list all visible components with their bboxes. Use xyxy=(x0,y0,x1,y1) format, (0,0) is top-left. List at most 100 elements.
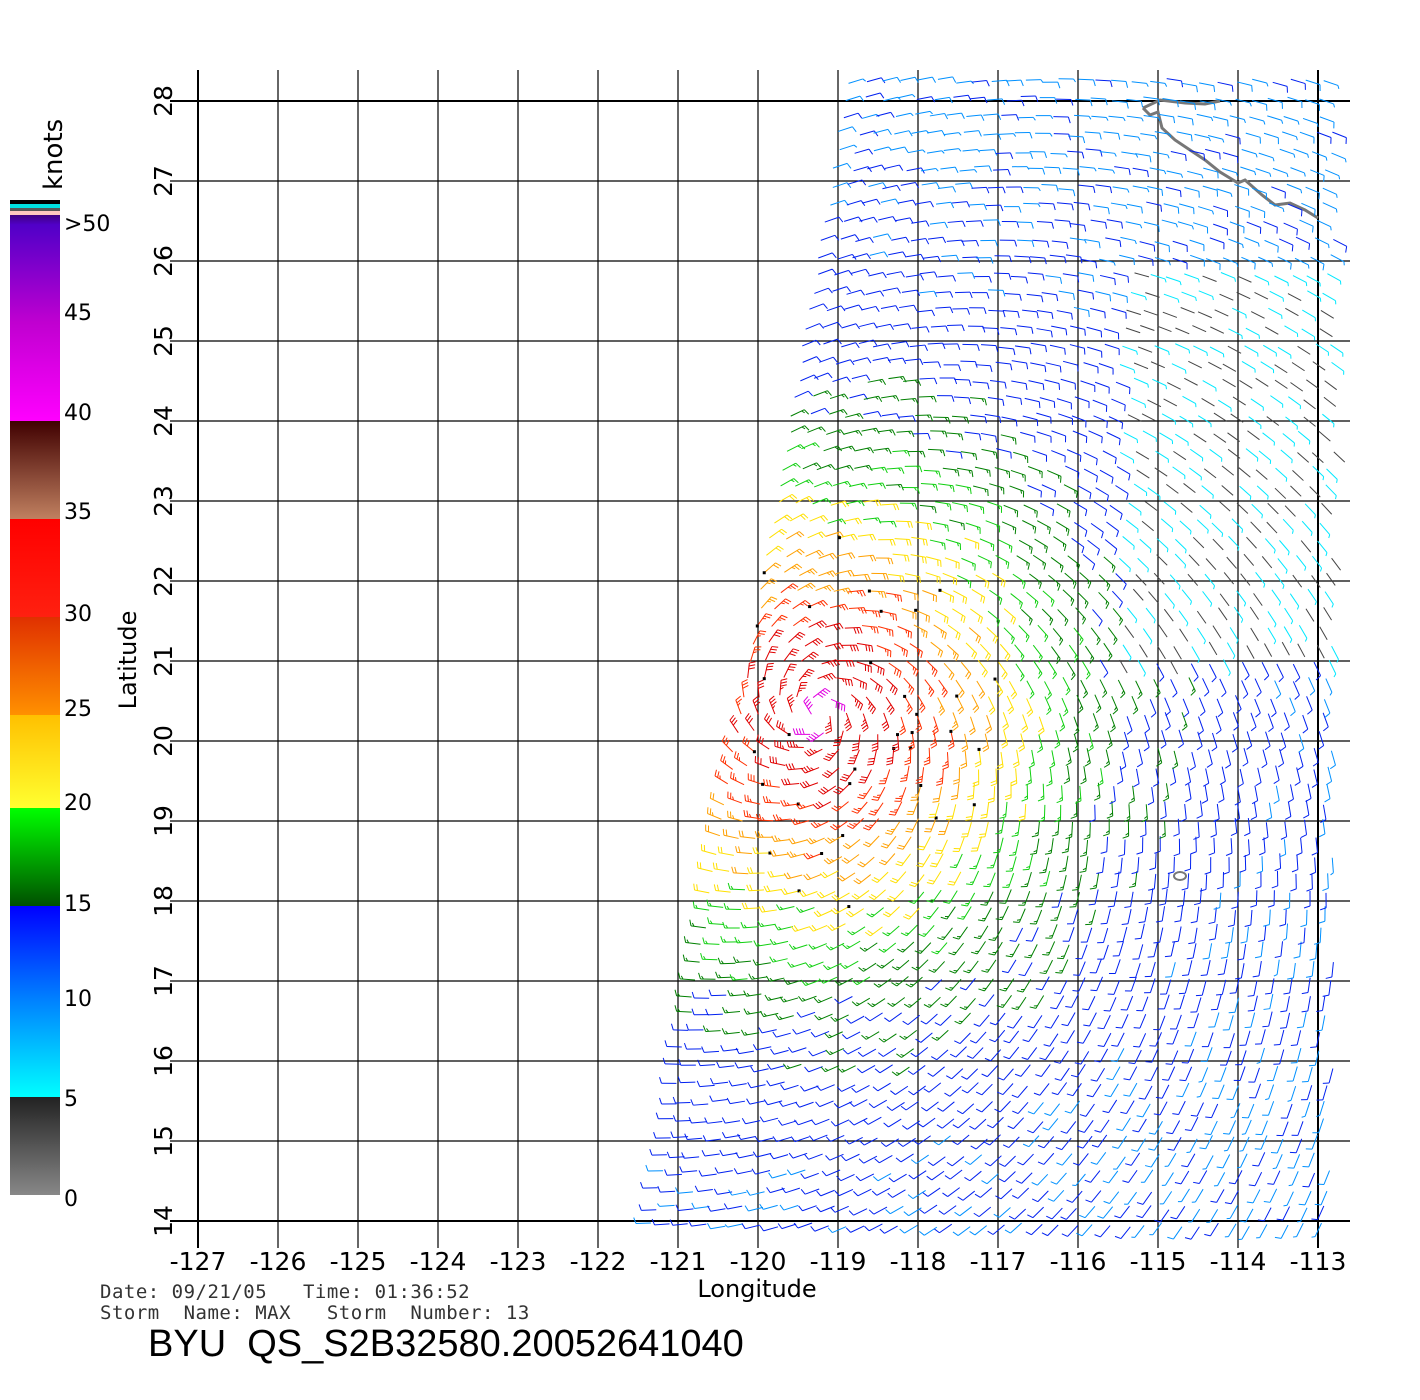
wind-barb xyxy=(918,395,937,403)
wind-barb xyxy=(1294,257,1310,269)
wind-barb xyxy=(1240,573,1251,586)
wind-barb xyxy=(1120,751,1127,771)
wind-barb xyxy=(1095,79,1113,88)
wind-barb xyxy=(735,1152,754,1159)
wind-barb xyxy=(837,533,858,541)
wind-barb xyxy=(1131,81,1149,87)
wind-barb xyxy=(1143,221,1160,232)
wind-barb xyxy=(934,1223,953,1234)
wind-barb xyxy=(1148,591,1159,604)
wind-barb xyxy=(935,306,954,314)
wind-barb xyxy=(1158,994,1170,1010)
wind-barb xyxy=(737,1133,756,1140)
wind-barb xyxy=(1276,1206,1291,1221)
wind-barb xyxy=(1170,151,1187,162)
wind-barb xyxy=(926,870,942,885)
wind-barb xyxy=(1123,134,1141,141)
wind-barb xyxy=(932,521,949,532)
wind-barb xyxy=(1272,1154,1283,1170)
wind-barb xyxy=(1325,678,1333,696)
wind-barb xyxy=(900,398,919,405)
wind-barb xyxy=(1106,730,1113,750)
wind-barb xyxy=(1263,1188,1278,1203)
wind-barb xyxy=(1134,923,1145,940)
wind-barb xyxy=(936,768,944,786)
wind-barb xyxy=(969,307,987,315)
wind-barb xyxy=(1201,485,1214,499)
wind-barb xyxy=(851,734,861,752)
wind-barb xyxy=(1022,1029,1038,1043)
wind-barb xyxy=(1224,1223,1237,1238)
wind-barb xyxy=(965,522,981,534)
wind-barb xyxy=(973,1014,990,1027)
wind-barb xyxy=(1011,820,1021,837)
wind-barb xyxy=(848,78,866,84)
wind-barb xyxy=(1232,712,1240,731)
wind-barb xyxy=(1292,681,1300,700)
wind-barb xyxy=(1288,1171,1299,1187)
wind-barb xyxy=(998,1171,1016,1183)
wind-barb xyxy=(966,870,980,886)
wind-barb xyxy=(1319,328,1333,338)
wind-barb xyxy=(1037,1136,1055,1149)
wind-barb xyxy=(1208,923,1218,941)
wind-barb xyxy=(800,1085,819,1092)
wind-barb xyxy=(1330,857,1334,876)
wind-barb xyxy=(1298,1190,1312,1206)
wind-barb xyxy=(895,853,911,867)
wind-barb xyxy=(1247,995,1258,1012)
wind-barb xyxy=(1274,941,1284,959)
wind-barb xyxy=(1292,663,1301,683)
wind-barb xyxy=(1027,1206,1044,1219)
wind-barb xyxy=(851,997,871,1007)
wind-barb xyxy=(903,997,922,1008)
lat-tick-label: 21 xyxy=(149,645,178,677)
wind-barb xyxy=(1072,977,1086,992)
wind-barb xyxy=(1188,467,1202,481)
wind-barb xyxy=(863,1116,882,1125)
wind-barb xyxy=(840,960,859,970)
wind-barb xyxy=(1106,1066,1121,1081)
wind-barb xyxy=(864,1223,883,1232)
wind-barb xyxy=(1163,608,1174,622)
wind-barb xyxy=(1291,1121,1304,1136)
wind-barb xyxy=(1039,857,1050,874)
wind-barb xyxy=(868,1099,888,1109)
wind-barb xyxy=(1146,201,1163,212)
wind-barb xyxy=(1102,450,1117,465)
wind-barb xyxy=(823,962,842,971)
wind-barb xyxy=(1329,750,1336,770)
wind-barb xyxy=(960,451,978,461)
wind-barb xyxy=(692,901,710,911)
wind-barb xyxy=(876,645,892,658)
wind-barb xyxy=(923,469,941,478)
wind-barb xyxy=(1045,924,1058,939)
wind-barb xyxy=(1027,466,1043,479)
wind-barb xyxy=(1328,660,1337,678)
wind-barb xyxy=(802,462,822,470)
wind-barb xyxy=(1099,659,1109,678)
wind-barb xyxy=(1118,557,1131,573)
wind-barb xyxy=(1193,1170,1208,1185)
wind-barb xyxy=(887,357,907,364)
wind-barb xyxy=(993,837,1004,854)
wind-barb xyxy=(923,361,942,368)
wind-barb xyxy=(1226,1085,1239,1100)
wind-barb xyxy=(933,624,947,640)
wind-barb xyxy=(1062,167,1080,176)
wind-barb xyxy=(1205,1103,1219,1119)
wind-barb xyxy=(989,589,1003,605)
wind-barb xyxy=(899,716,906,736)
wind-barb xyxy=(754,831,773,838)
wind-barb xyxy=(1158,113,1176,124)
wind-barb xyxy=(785,763,804,771)
wind-barb xyxy=(1035,892,1047,908)
wind-barb xyxy=(1153,1101,1168,1116)
wind-barb xyxy=(1235,695,1242,714)
wind-barb xyxy=(801,442,820,450)
wind-barb xyxy=(930,730,938,749)
wind-barb xyxy=(985,714,993,734)
wind-barb xyxy=(869,466,888,474)
wind-barb xyxy=(1001,521,1017,535)
wind-barb xyxy=(745,712,755,731)
